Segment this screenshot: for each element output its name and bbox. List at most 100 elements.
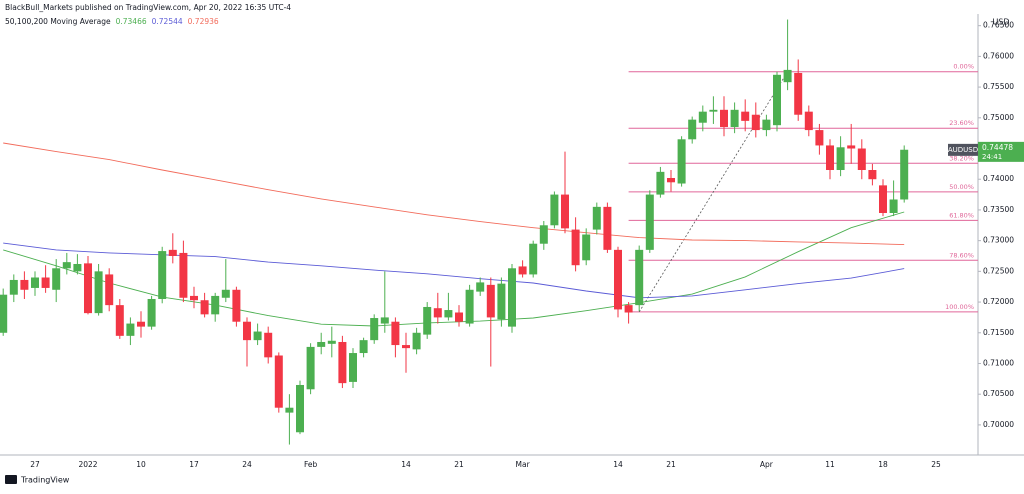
x-tick-label: 21 bbox=[666, 460, 676, 469]
candle-body bbox=[709, 109, 718, 112]
x-tick-label: 17 bbox=[189, 460, 199, 469]
candle-body bbox=[656, 171, 665, 195]
candle-body bbox=[868, 170, 877, 180]
candle-body bbox=[804, 111, 813, 131]
x-tick-label: 24 bbox=[242, 460, 252, 469]
fib-label: 61.80% bbox=[949, 211, 974, 219]
axis-layer: 0.70000 0.70500 0.71000 0.71500 0.72000 0.725… bbox=[30, 21, 1024, 469]
y-tick-label: 0.70000 bbox=[983, 420, 1014, 429]
footer-brand: TradingView bbox=[20, 476, 70, 485]
candle-body bbox=[349, 353, 357, 382]
y-tick-label: 0.71000 bbox=[983, 358, 1014, 367]
candle-body bbox=[730, 109, 739, 128]
candle-body bbox=[624, 305, 633, 313]
fib-label: 0.00% bbox=[953, 63, 974, 71]
candle-body bbox=[900, 149, 909, 200]
candle-body bbox=[168, 249, 177, 256]
y-tick-label: 0.72500 bbox=[983, 266, 1014, 275]
candle-body bbox=[359, 340, 368, 354]
x-tick-label: 18 bbox=[878, 460, 888, 469]
candle-body bbox=[147, 298, 156, 327]
candle-body bbox=[677, 139, 686, 184]
candle-body bbox=[285, 407, 294, 413]
candle-body bbox=[20, 279, 29, 290]
x-tick-label: Feb bbox=[304, 460, 318, 469]
candle-body bbox=[529, 243, 538, 275]
candle-body bbox=[232, 289, 241, 322]
x-tick-label: 14 bbox=[401, 460, 411, 469]
candle-body bbox=[52, 268, 61, 290]
x-tick-label: 11 bbox=[825, 460, 835, 469]
candle-body bbox=[603, 206, 612, 250]
moving-average bbox=[3, 242, 905, 299]
candle-body bbox=[179, 252, 188, 298]
candle-body bbox=[243, 321, 251, 341]
candle-body bbox=[137, 321, 145, 327]
candle-body bbox=[73, 263, 82, 272]
fib-trend-line bbox=[638, 71, 788, 313]
candle-body bbox=[539, 225, 548, 244]
fib-label: 50.00% bbox=[949, 183, 974, 191]
candle-body bbox=[84, 263, 92, 314]
candle-body bbox=[550, 194, 559, 226]
y-tick-label: 0.74000 bbox=[983, 174, 1014, 183]
candle-body bbox=[667, 177, 675, 183]
candle-body bbox=[465, 289, 474, 324]
candle-body bbox=[720, 109, 728, 128]
x-tick-label: 21 bbox=[454, 460, 464, 469]
candle-body bbox=[444, 310, 453, 318]
candle-body bbox=[380, 317, 389, 324]
fib-label: 38.20% bbox=[949, 154, 974, 162]
footer-logo: TradingView bbox=[5, 475, 70, 485]
x-tick-label: 10 bbox=[136, 460, 146, 469]
candle-body bbox=[327, 340, 336, 344]
candle-body bbox=[200, 300, 209, 315]
candle-body bbox=[158, 251, 167, 299]
fib-label: 23.60% bbox=[949, 119, 974, 127]
candle-body bbox=[592, 206, 601, 230]
candle-body bbox=[402, 345, 410, 349]
candle-body bbox=[847, 145, 856, 149]
moving-average bbox=[3, 142, 905, 246]
candle-body bbox=[741, 111, 750, 121]
fib-label: 78.60% bbox=[949, 251, 974, 259]
candle-body bbox=[253, 331, 262, 341]
candle-body bbox=[221, 289, 230, 298]
candle-body bbox=[794, 72, 803, 115]
x-tick-label: 2022 bbox=[78, 460, 97, 469]
symbol-box bbox=[948, 143, 978, 156]
candle-body bbox=[391, 321, 400, 346]
x-tick-label: 25 bbox=[931, 460, 941, 469]
candle-body bbox=[338, 341, 347, 384]
candle-body bbox=[879, 185, 887, 214]
candle-body bbox=[508, 268, 516, 327]
price-label: 0.74478 bbox=[982, 143, 1013, 152]
candle-body bbox=[115, 305, 124, 336]
candle-body bbox=[476, 282, 485, 292]
candle-body bbox=[751, 114, 760, 131]
x-tick-label: Apr bbox=[760, 460, 774, 469]
y-tick-label: 0.76500 bbox=[983, 21, 1014, 30]
candles-layer bbox=[0, 19, 909, 445]
x-tick-label: Mar bbox=[516, 460, 531, 469]
moving-average bbox=[3, 211, 905, 327]
candle-body bbox=[0, 294, 8, 333]
fib-layer: 0.00% 23.60% 38.20% 50.00% 61.80% 78.60% 100.0… bbox=[628, 63, 978, 313]
fib-label: 100.00% bbox=[945, 303, 974, 311]
candle-body bbox=[126, 323, 135, 336]
y-tick-label: 0.73000 bbox=[983, 236, 1014, 245]
candle-body bbox=[486, 284, 495, 318]
ma-legend-value: 0.72936 bbox=[188, 17, 219, 26]
candle-body bbox=[433, 308, 442, 318]
candle-body bbox=[306, 346, 315, 390]
candle-body bbox=[317, 341, 326, 347]
ma-layer bbox=[3, 142, 905, 327]
candle-body bbox=[423, 306, 432, 335]
candle-body bbox=[836, 147, 845, 171]
y-tick-label: 0.76000 bbox=[983, 51, 1014, 60]
candle-body bbox=[561, 194, 569, 229]
countdown: 24:41 bbox=[982, 153, 1002, 161]
candle-body bbox=[773, 74, 781, 126]
